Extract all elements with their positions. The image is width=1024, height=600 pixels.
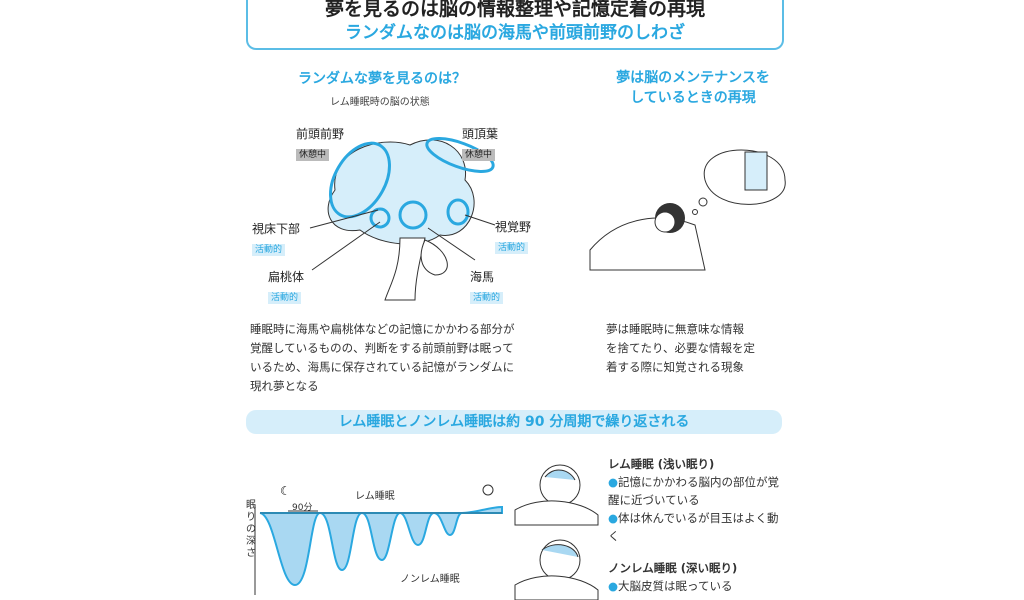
state-badge: 休憩中 (296, 149, 330, 161)
body-line: 着する際に知覚される現象 (606, 360, 744, 374)
rem-title: レム睡眠 (浅い眠り) (608, 457, 715, 471)
period-label: 90分 (292, 503, 313, 513)
title-box: 夢を見るのは脳の情報整理や記憶定着の再現 ランダムなのは脳の海馬や前頭前野のしわ… (246, 0, 784, 50)
state-badge: 活動的 (495, 242, 529, 254)
label-visual-cortex: 視覚野 活動的 (495, 218, 531, 254)
brain-caption: レム睡眠時の脳の状態 (330, 97, 430, 108)
sleeping-faces-illustration (514, 464, 599, 600)
left-body: 睡眠時に海馬や扁桃体などの記憶にかかわる部分が 覚醒しているものの、判断をする前頭… (250, 320, 515, 396)
body-line: 夢は睡眠時に無意味な情報 (606, 322, 744, 336)
body-line: 睡眠時に海馬や扁桃体などの記憶にかかわる部分が (250, 322, 515, 336)
cycle-banner: レム睡眠とノンレム睡眠は約 90 分周期で繰り返される (246, 410, 782, 434)
label-name: 視覚野 (495, 220, 532, 234)
sleeping-person-illustration (589, 149, 786, 271)
sleep-cycle-graph: ☾ (254, 484, 503, 595)
body-line: 覚醒しているものの、判断をする前頭前野は眠って (250, 341, 514, 355)
body-line: 現れ夢となる (250, 379, 319, 393)
label-parietal: 頭頂葉 休憩中 (462, 125, 498, 161)
right-body: 夢は睡眠時に無意味な情報 を捨てたり、必要な情報を定 着する際に知覚される現象 (606, 320, 755, 377)
rem-graph-label: レム睡眠 (355, 491, 395, 502)
nonrem-item: ●大脳皮質は眠っている (608, 579, 733, 593)
rem-item: ●記憶にかかわる脳内の部位が覚醒に近づいている (608, 475, 780, 507)
body-line: いるため、海馬に保存されている記憶がランダムに (250, 360, 515, 374)
label-name: 海馬 (470, 270, 495, 284)
label-name: 前頭前野 (296, 127, 345, 141)
label-hypothalamus: 視床下部 活動的 (252, 220, 300, 256)
label-hippocampus: 海馬 活動的 (470, 268, 504, 304)
page-subtitle: ランダムなのは脳の海馬や前頭前野のしわざ (345, 23, 685, 43)
label-prefrontal: 前頭前野 休憩中 (296, 125, 344, 161)
state-badge: 休憩中 (462, 149, 496, 161)
page-title: 夢を見るのは脳の情報整理や記憶定着の再現 (324, 0, 705, 20)
label-name: 頭頂葉 (462, 127, 499, 141)
item-text: 記憶にかかわる脳内の部位が覚醒に近づいている (608, 475, 780, 507)
item-text: 大脳皮質は眠っている (618, 579, 733, 593)
y-axis-label: 眠りの深さ (246, 500, 256, 559)
heading-line: 夢は脳のメンテナンスを (616, 70, 770, 86)
label-amygdala: 扁桃体 活動的 (268, 268, 304, 304)
label-name: 視床下部 (252, 222, 301, 236)
heading-line: しているときの再現 (630, 90, 756, 106)
rem-item: ●体は休んでいるが目玉はよく動く (608, 511, 779, 543)
state-badge: 活動的 (470, 292, 504, 304)
right-heading: 夢は脳のメンテナンスを しているときの再現 (598, 68, 788, 108)
svg-text:☾: ☾ (280, 484, 291, 498)
state-badge: 活動的 (252, 244, 286, 256)
state-badge: 活動的 (268, 292, 302, 304)
nonrem-graph-label: ノンレム睡眠 (400, 574, 460, 585)
item-text: 体は休んでいるが目玉はよく動く (608, 511, 779, 543)
body-line: を捨てたり、必要な情報を定 (606, 341, 756, 355)
sleep-legend: レム睡眠 (浅い眠り) ●記憶にかかわる脳内の部位が覚醒に近づいている ●体は休… (608, 455, 788, 595)
label-name: 扁桃体 (268, 270, 305, 284)
brain-illustration (309, 137, 496, 301)
nonrem-title: ノンレム睡眠 (深い眠り) (608, 561, 738, 575)
left-heading: ランダムな夢を見るのは？ (298, 71, 466, 87)
